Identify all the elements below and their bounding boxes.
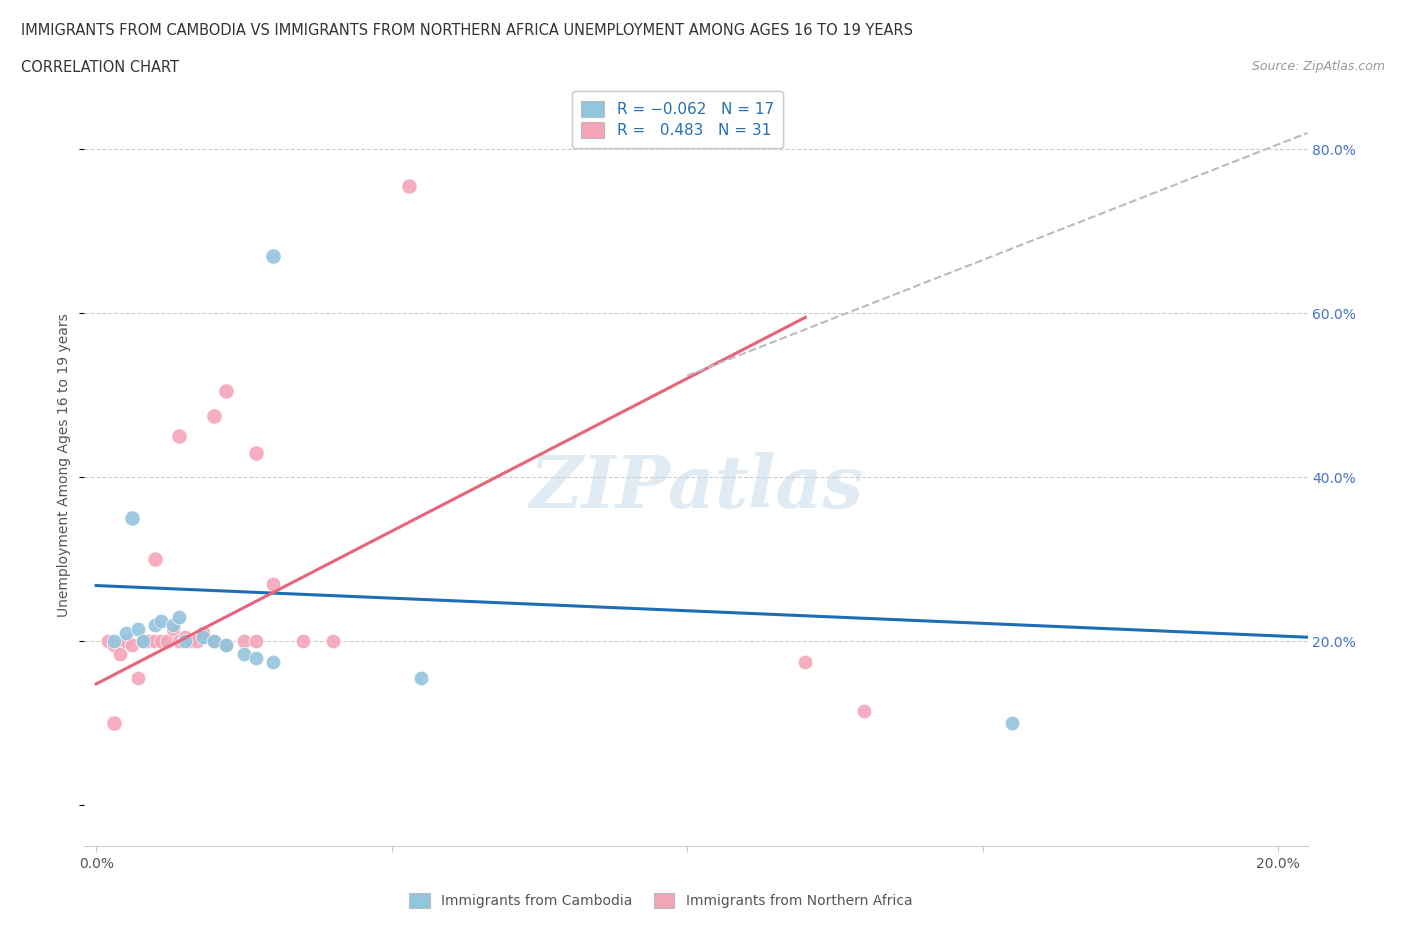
Point [167, 634, 190, 649]
Point [232, 634, 254, 649]
Point [180, 634, 202, 649]
Point [292, 634, 315, 649]
Text: Source: ZipAtlas.com: Source: ZipAtlas.com [1251, 60, 1385, 73]
Point [127, 671, 149, 685]
Point [132, 634, 155, 649]
Point [411, 671, 433, 685]
Point [97, 634, 120, 649]
Point [150, 634, 173, 649]
Point [138, 634, 160, 649]
Point [245, 650, 267, 665]
Point [794, 655, 817, 670]
Point [215, 384, 238, 399]
Point [202, 408, 225, 423]
Legend: Immigrants from Cambodia, Immigrants from Northern Africa: Immigrants from Cambodia, Immigrants fro… [404, 888, 918, 914]
Text: IMMIGRANTS FROM CAMBODIA VS IMMIGRANTS FROM NORTHERN AFRICA UNEMPLOYMENT AMONG A: IMMIGRANTS FROM CAMBODIA VS IMMIGRANTS F… [21, 23, 912, 38]
Point [108, 646, 131, 661]
Point [156, 634, 179, 649]
Point [121, 638, 143, 653]
Point [173, 630, 195, 644]
Point [167, 429, 190, 444]
Point [150, 614, 173, 629]
Point [262, 577, 284, 591]
Point [103, 716, 125, 731]
Point [162, 621, 184, 636]
Point [167, 609, 190, 624]
Point [191, 630, 214, 644]
Point [114, 634, 136, 649]
Point [232, 646, 254, 661]
Point [132, 634, 155, 649]
Point [853, 704, 876, 719]
Point [245, 445, 267, 460]
Point [162, 618, 184, 632]
Point [322, 634, 344, 649]
Point [202, 634, 225, 649]
Point [143, 634, 166, 649]
Point [262, 248, 284, 263]
Point [127, 621, 149, 636]
Point [121, 511, 143, 525]
Point [143, 551, 166, 566]
Text: ZIPatlas: ZIPatlas [529, 452, 863, 524]
Point [114, 626, 136, 641]
Point [173, 634, 195, 649]
Point [191, 626, 214, 641]
Point [398, 179, 420, 193]
Legend: R = −0.062   N = 17, R =   0.483   N = 31: R = −0.062 N = 17, R = 0.483 N = 31 [572, 91, 783, 148]
Text: CORRELATION CHART: CORRELATION CHART [21, 60, 179, 75]
Point [245, 634, 267, 649]
Point [262, 655, 284, 670]
Point [215, 638, 238, 653]
Point [1001, 716, 1024, 731]
Point [103, 634, 125, 649]
Point [103, 638, 125, 653]
Y-axis label: Unemployment Among Ages 16 to 19 years: Unemployment Among Ages 16 to 19 years [58, 313, 72, 617]
Point [143, 618, 166, 632]
Point [186, 634, 208, 649]
Point [215, 638, 238, 653]
Point [202, 634, 225, 649]
